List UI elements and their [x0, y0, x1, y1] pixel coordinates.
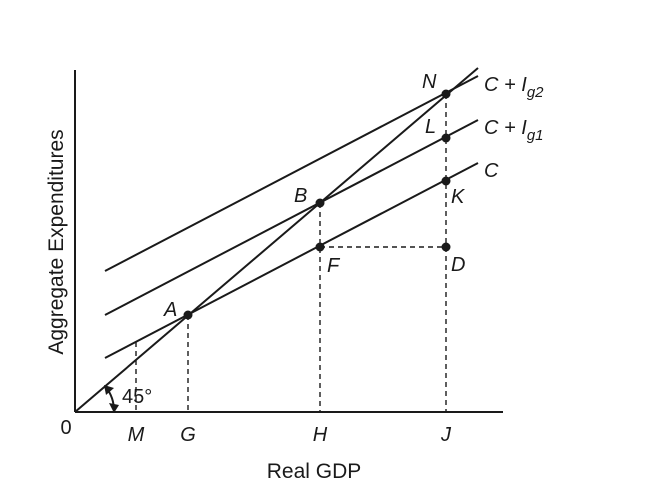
consumption-line — [104, 162, 479, 359]
curve-label-c-plus-ig2: C + Ig2 — [484, 74, 544, 101]
point-d-dot — [441, 242, 451, 252]
curve-label-c: C — [484, 160, 499, 182]
point-d-label: D — [451, 254, 465, 276]
x-tick-m: M — [128, 424, 145, 446]
point-n-dot — [441, 89, 451, 99]
x-tick-j: J — [440, 424, 452, 446]
point-a-label: A — [163, 299, 177, 321]
point-a-dot — [183, 310, 193, 320]
point-l-dot — [441, 133, 451, 143]
origin-label: 0 — [60, 417, 71, 439]
point-f-dot — [315, 242, 325, 252]
angle-label: 45° — [122, 386, 152, 408]
y-axis-title: Aggregate Expenditures — [45, 129, 68, 354]
point-k-label: K — [451, 186, 466, 208]
point-l-label: L — [425, 116, 436, 138]
point-b-dot — [315, 198, 325, 208]
x-tick-g: G — [180, 424, 196, 446]
x-tick-h: H — [313, 424, 328, 446]
point-k-dot — [441, 176, 451, 186]
curve-label-c-plus-ig1: C + Ig1 — [484, 117, 544, 144]
point-n-label: N — [422, 71, 437, 93]
forty-five-degree-line — [74, 67, 479, 413]
c-plus-ig2-line — [104, 75, 479, 272]
point-f-label: F — [327, 255, 341, 277]
angle-arrowhead-bottom — [109, 403, 119, 413]
point-b-label: B — [294, 185, 307, 207]
c-plus-ig1-line — [104, 119, 479, 316]
angle-arrowhead-top — [104, 385, 114, 395]
x-axis-title: Real GDP — [267, 460, 362, 483]
